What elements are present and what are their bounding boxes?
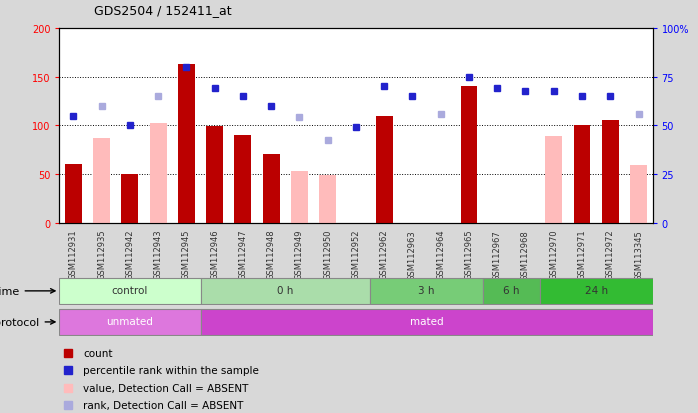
- Text: protocol: protocol: [0, 317, 55, 327]
- Text: mated: mated: [410, 317, 443, 327]
- Text: rank, Detection Call = ABSENT: rank, Detection Call = ABSENT: [83, 400, 244, 411]
- Text: 6 h: 6 h: [503, 286, 519, 296]
- Bar: [150, 124, 167, 223]
- Bar: [94, 139, 110, 223]
- Text: 24 h: 24 h: [584, 286, 608, 296]
- Bar: [545, 137, 562, 223]
- Bar: [574, 126, 591, 223]
- Text: control: control: [112, 286, 148, 296]
- Bar: [59, 278, 200, 304]
- Text: 3 h: 3 h: [418, 286, 435, 296]
- Text: 0 h: 0 h: [277, 286, 294, 296]
- Bar: [59, 309, 200, 335]
- Text: GDS2504 / 152411_at: GDS2504 / 152411_at: [94, 4, 232, 17]
- Bar: [630, 166, 647, 223]
- Bar: [200, 309, 653, 335]
- Bar: [540, 278, 653, 304]
- Bar: [65, 165, 82, 223]
- Text: percentile rank within the sample: percentile rank within the sample: [83, 365, 259, 375]
- Bar: [206, 127, 223, 223]
- Bar: [376, 116, 393, 223]
- Bar: [319, 176, 336, 223]
- Text: count: count: [83, 348, 112, 358]
- Text: value, Detection Call = ABSENT: value, Detection Call = ABSENT: [83, 383, 248, 393]
- Text: time: time: [0, 286, 55, 296]
- Bar: [200, 278, 370, 304]
- Bar: [483, 278, 540, 304]
- Bar: [370, 278, 483, 304]
- Bar: [121, 174, 138, 223]
- Bar: [178, 65, 195, 223]
- Bar: [291, 171, 308, 223]
- Bar: [461, 87, 477, 223]
- Text: unmated: unmated: [107, 317, 154, 327]
- Bar: [262, 155, 280, 223]
- Bar: [602, 121, 618, 223]
- Bar: [235, 135, 251, 223]
